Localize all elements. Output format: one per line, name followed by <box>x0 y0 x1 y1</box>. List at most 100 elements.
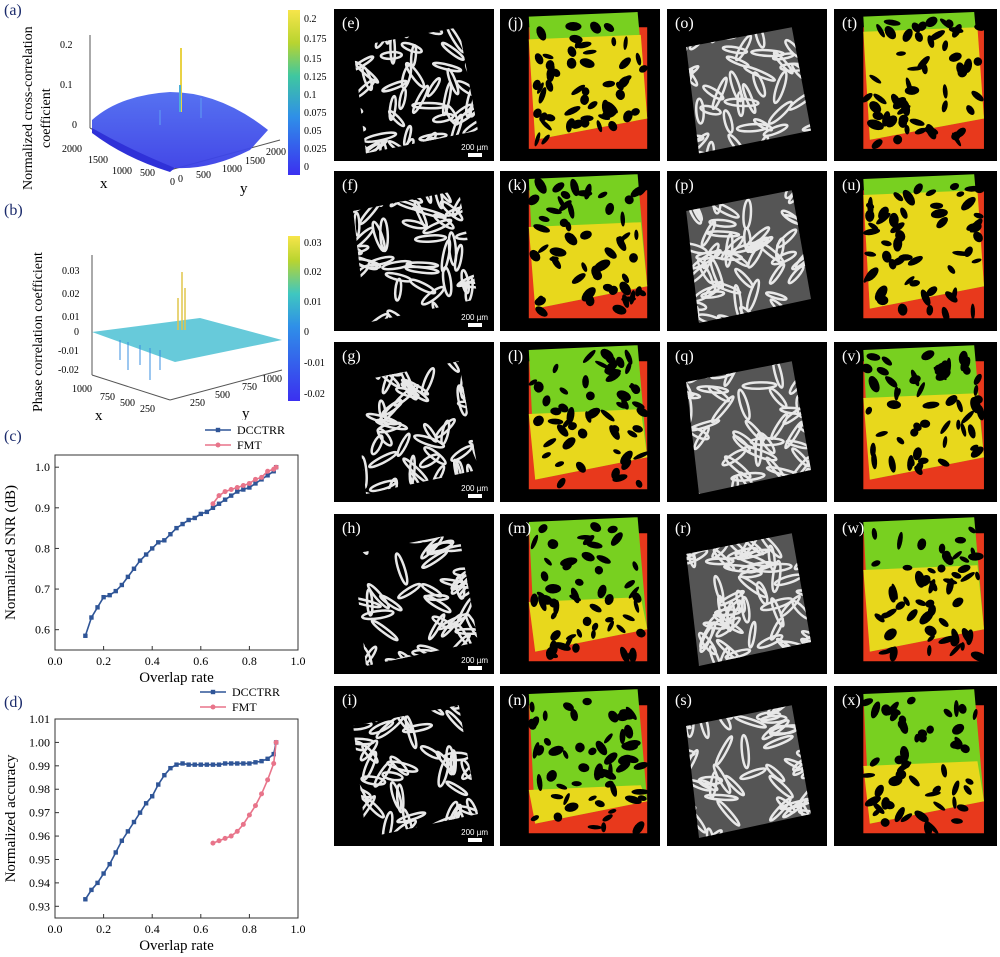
x-tick-label: 0.6 <box>193 654 208 668</box>
ztick-a-2: 0 <box>72 120 77 131</box>
ytick-a-0: 0 <box>178 174 183 185</box>
data-point <box>101 594 106 600</box>
data-point <box>150 794 155 799</box>
tile-label: (g) <box>342 348 361 365</box>
data-point <box>216 501 222 506</box>
data-point <box>89 887 94 893</box>
data-point <box>210 501 216 507</box>
panel-a-surface-plot: Normalized cross-correlation coefficient… <box>21 10 327 197</box>
data-point <box>234 485 240 490</box>
cbar-b-5: -0.02 <box>304 389 325 400</box>
scale-bar: 200 µm <box>461 656 488 670</box>
panel-a-label: (a) <box>4 2 22 19</box>
zlabel-a1: Normalized cross-correlation <box>21 26 36 190</box>
data-point <box>222 761 228 766</box>
plot-frame <box>54 454 299 651</box>
x-tick-label: 0.2 <box>96 654 111 668</box>
data-point <box>235 489 240 494</box>
data-point <box>143 552 149 557</box>
image-tile: (v) <box>834 342 997 502</box>
data-point <box>143 801 149 806</box>
data-point <box>137 810 143 815</box>
xtick-a-0: 2000 <box>62 144 82 155</box>
xtick-a-2: 1000 <box>112 166 132 177</box>
accuracy-line-chart: 0.0 0.2 0.4 0.6 0.8 1.0 0.93 0.94 0.95 0.96 0.97 0.… <box>3 686 306 954</box>
data-point <box>265 756 270 761</box>
data-point <box>198 762 203 767</box>
ytick-a-1: 500 <box>196 170 211 181</box>
data-point <box>101 871 106 876</box>
data-point <box>204 762 210 767</box>
data-point <box>246 480 252 486</box>
data-point <box>113 850 118 855</box>
y-axis-label: Normalized accuracy <box>3 754 19 882</box>
y-tick-label: 1.0 <box>35 460 50 474</box>
data-point <box>210 505 216 511</box>
ytick-b-2: 750 <box>242 382 257 393</box>
xlabel-b: x <box>95 408 103 420</box>
data-point <box>228 761 234 766</box>
xtick-a-3: 500 <box>140 168 155 179</box>
scale-bar-label: 200 µm <box>461 484 488 493</box>
x-tick-label: 1.0 <box>291 654 306 668</box>
y-tick-label: 0.99 <box>29 759 50 773</box>
panel-c-label: (c) <box>4 428 22 445</box>
data-point <box>259 791 265 797</box>
image-tile: (u) <box>834 171 997 331</box>
cbar-b-1: 0.02 <box>304 267 322 278</box>
series-line-dcctrr <box>84 742 277 900</box>
cbar-b-0: 0.03 <box>304 238 322 249</box>
colorbar-a-ticks: 0.2 0.175 0.15 0.125 0.1 0.075 0.05 0.02… <box>304 14 327 173</box>
panel-b-label: (b) <box>4 202 23 219</box>
data-point <box>273 464 279 470</box>
cbar-a-4: 0.1 <box>304 90 317 101</box>
cbar-b-3: 0 <box>304 327 309 338</box>
ytick-b-3: 1000 <box>262 374 282 385</box>
image-tile: (g) 200 µm <box>334 342 494 502</box>
image-tile: (e) 200 µm <box>334 9 494 161</box>
data-point <box>246 812 252 818</box>
legend-marker <box>210 704 216 710</box>
data-point <box>247 485 252 490</box>
ztick-a-0: 0.2 <box>60 40 73 51</box>
data-point <box>174 762 179 767</box>
plot-frame <box>54 718 299 919</box>
data-point <box>119 838 125 843</box>
data-point <box>228 487 234 493</box>
data-point <box>131 566 137 571</box>
y-axis-label: Normalized SNR (dB) <box>3 485 19 620</box>
cbar-b-4: -0.01 <box>304 358 325 369</box>
data-point <box>241 761 246 766</box>
data-point <box>228 833 234 839</box>
data-point <box>271 751 276 757</box>
tile-label: (u) <box>842 177 861 194</box>
tile-label: (v) <box>842 348 861 365</box>
zlabel-b: Phase correlation coefficient <box>31 252 46 412</box>
data-point <box>125 574 131 580</box>
scale-bar: 200 µm <box>461 828 488 842</box>
x-tick-label: 0.4 <box>145 922 160 936</box>
xlabel-a: x <box>100 176 108 192</box>
scale-bar-label: 200 µm <box>461 656 488 665</box>
data-point <box>192 515 197 521</box>
tile-label: (x) <box>842 692 861 709</box>
scale-bar-label: 200 µm <box>461 143 488 152</box>
legend-label: DCCTRR <box>232 686 280 699</box>
x-axis-label: Overlap rate <box>139 670 214 686</box>
legend-label: DCCTRR <box>237 423 285 437</box>
xtick-b-1: 750 <box>100 392 115 403</box>
scale-bar-label: 200 µm <box>461 313 488 322</box>
tile-label: (e) <box>342 15 360 32</box>
cbar-a-7: 0.025 <box>304 144 327 155</box>
data-point <box>210 840 216 846</box>
data-point <box>265 468 271 474</box>
x-tick-label: 0.8 <box>242 922 257 936</box>
cbar-a-2: 0.15 <box>304 54 322 65</box>
data-point <box>216 762 222 767</box>
ylabel-a: y <box>240 181 248 197</box>
data-point <box>198 511 203 517</box>
image-tile: (r) <box>667 514 827 674</box>
data-point <box>204 509 210 515</box>
data-point <box>131 819 137 825</box>
data-point <box>186 762 191 767</box>
